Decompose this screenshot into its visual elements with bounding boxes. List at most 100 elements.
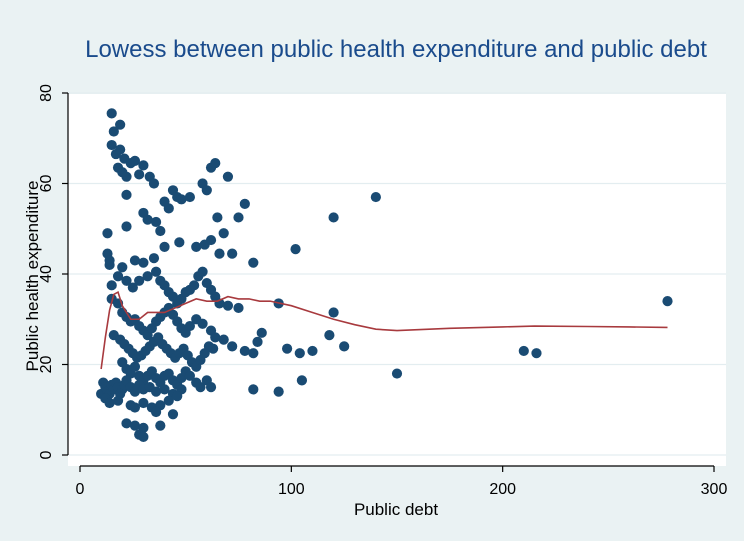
- y-tick-label-0: 0: [38, 450, 55, 459]
- scatter-point-38: [191, 241, 202, 252]
- scatter-point-2: [115, 119, 126, 130]
- scatter-point-42: [227, 248, 238, 259]
- scatter-point-48: [129, 255, 141, 266]
- scatter-point-40: [205, 234, 217, 246]
- scatter-point-75: [222, 300, 234, 311]
- scatter-point-139: [208, 343, 219, 354]
- scatter-point-204: [391, 368, 403, 379]
- scatter-point-25: [222, 171, 234, 182]
- scatter-point-106: [239, 345, 250, 357]
- scatter-point-113: [324, 329, 335, 341]
- scatter-point-47: [138, 257, 149, 268]
- x-axis-label: Public debt: [354, 500, 438, 519]
- scatter-point-22: [201, 185, 212, 196]
- scatter-point-46: [148, 253, 160, 264]
- y-tick-label-3: 60: [38, 175, 55, 193]
- scatter-point-115: [339, 341, 350, 352]
- y-axis-label: Public health expenditure: [23, 181, 42, 372]
- x-tick-label-0: 0: [76, 481, 85, 498]
- scatter-point-55: [121, 275, 132, 286]
- scatter-point-27: [233, 212, 244, 223]
- scatter-point-112: [307, 345, 318, 357]
- scatter-point-34: [155, 225, 166, 237]
- scatter-point-205: [518, 345, 529, 357]
- gridlines: [68, 92, 726, 456]
- x-tick-label-3: 300: [701, 481, 728, 498]
- scatter-point-200: [138, 431, 149, 442]
- scatter-point-30: [163, 203, 174, 214]
- scatter-point-79: [328, 212, 339, 223]
- scatter-point-56: [127, 282, 138, 293]
- scatter-point-184: [104, 397, 115, 409]
- scatter-point-19: [176, 194, 187, 205]
- scatter-point-207: [662, 296, 673, 307]
- scatter-point-54: [106, 280, 117, 291]
- scatter-point-68: [189, 280, 200, 291]
- scatter-points: [96, 108, 673, 442]
- scatter-point-28: [212, 212, 223, 223]
- plot-area: [68, 94, 726, 466]
- chart-title: Lowess between public health expenditure…: [85, 36, 707, 63]
- scatter-point-35: [121, 221, 132, 232]
- scatter-point-8: [129, 155, 141, 166]
- scatter-point-11: [121, 171, 132, 182]
- scatter-point-44: [214, 248, 225, 259]
- scatter-point-206: [531, 348, 542, 359]
- scatter-point-160: [205, 382, 217, 393]
- scatter-point-105: [227, 341, 238, 352]
- scatter-point-20: [184, 191, 195, 203]
- scatter-point-16: [121, 189, 132, 200]
- scatter-point-101: [197, 318, 208, 329]
- scatter-point-104: [218, 334, 229, 345]
- scatter-point-0: [106, 108, 117, 119]
- scatter-point-52: [104, 255, 115, 266]
- scatter-point-36: [102, 228, 113, 239]
- scatter-point-187: [129, 402, 141, 413]
- scatter-point-15: [148, 178, 160, 189]
- scatter-point-24: [210, 158, 221, 169]
- scatter-point-53: [112, 271, 124, 282]
- scatter-point-109: [248, 348, 259, 359]
- scatter-point-3: [106, 139, 117, 151]
- scatter-point-58: [142, 271, 153, 282]
- scatter-point-45: [159, 241, 170, 252]
- scatter-point-110: [282, 343, 293, 354]
- scatter-point-188: [138, 397, 149, 409]
- scatter-point-185: [112, 395, 124, 406]
- scatter-point-41: [218, 228, 229, 239]
- scatter-point-108: [256, 327, 267, 338]
- y-tick-label-4: 80: [38, 84, 55, 102]
- scatter-point-202: [248, 384, 259, 395]
- scatter-point-76: [233, 302, 244, 314]
- scatter-point-103: [210, 332, 221, 343]
- scatter-point-158: [195, 382, 206, 393]
- tick-labels: 0 100 200 300 0 20 40 60 80: [38, 84, 727, 498]
- scatter-point-107: [252, 336, 263, 347]
- ticks: [62, 92, 715, 472]
- scatter-point-1: [108, 126, 119, 137]
- scatter-point-13: [134, 169, 145, 180]
- x-tick-label-2: 200: [489, 481, 516, 498]
- scatter-point-99: [184, 320, 195, 332]
- scatter-point-111: [294, 348, 305, 359]
- scatter-point-179: [150, 386, 162, 397]
- scatter-point-198: [155, 420, 166, 431]
- scatter-point-180: [159, 384, 170, 395]
- scatter-point-33: [150, 216, 162, 228]
- scatter-point-80: [370, 191, 381, 203]
- scatter-point-32: [142, 214, 153, 225]
- y-tick-label-2: 40: [38, 265, 55, 283]
- scatter-point-191: [163, 395, 174, 406]
- scatter-point-194: [167, 409, 179, 420]
- scatter-point-201: [273, 386, 284, 397]
- scatter-point-59: [150, 266, 162, 277]
- scatter-point-192: [172, 391, 183, 402]
- scatter-point-156: [184, 370, 195, 381]
- scatter-point-49: [117, 262, 128, 273]
- scatter-point-195: [121, 418, 132, 429]
- scatter-point-37: [174, 237, 185, 248]
- scatter-point-196: [129, 420, 141, 431]
- scatter-point-43: [248, 257, 259, 268]
